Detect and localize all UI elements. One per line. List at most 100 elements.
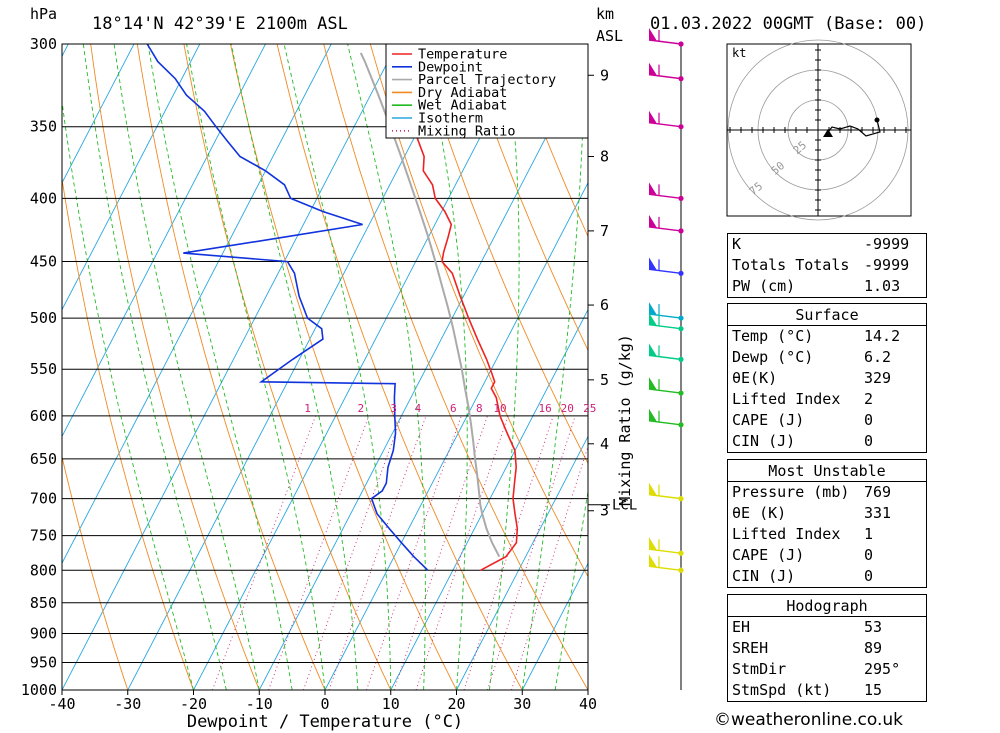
most-unstable-table: Most Unstable Pressure (mb) 769 θE (K) 331 L… <box>727 459 927 588</box>
index-label: Pressure (mb) <box>732 483 850 501</box>
index-label: CAPE (J) <box>732 411 805 429</box>
barb-shaft <box>648 324 682 330</box>
index-row: StmDir 295° <box>728 659 927 680</box>
mixing-ratio-label: 16 <box>539 402 552 415</box>
index-label: Totals Totals <box>732 256 850 274</box>
temperature-tick-label: -10 <box>246 695 273 713</box>
km-tick-label: 6 <box>600 296 609 314</box>
pressure-tick-label: 850 <box>30 594 57 612</box>
barb-flag <box>649 408 657 422</box>
index-label: θE (K) <box>732 504 787 522</box>
pressure-tick-label: 600 <box>30 407 57 425</box>
hodograph-end-dot <box>874 117 880 123</box>
dry-adiabat-line <box>323 44 588 690</box>
index-value: 0 <box>864 432 874 450</box>
index-label: EH <box>732 618 751 636</box>
barb-shaft <box>648 420 682 426</box>
legend-entry: Dry Adiabat <box>418 85 507 101</box>
series-dewpoint <box>146 44 429 571</box>
wet-adiabat-line <box>587 687 588 690</box>
isotherm-line <box>324 181 588 690</box>
barb-dot <box>678 326 684 332</box>
dry-adiabat-line <box>62 176 194 690</box>
km-tick-label: 5 <box>600 371 609 389</box>
isotherm-line <box>0 44 3 690</box>
isotherm-line <box>127 44 464 690</box>
barb-shaft <box>648 493 682 500</box>
wind-barb <box>648 257 684 276</box>
pressure-tick-label: 950 <box>30 653 57 671</box>
isotherm-line <box>62 44 201 311</box>
barb-dot <box>678 124 684 130</box>
barb-flag <box>649 214 657 228</box>
sounding-series <box>146 44 519 572</box>
legend-entry: Isotherm <box>418 111 483 127</box>
index-label: CIN (J) <box>732 432 796 450</box>
barb-shaft <box>648 313 682 319</box>
index-value: 2 <box>864 390 874 408</box>
index-row: Totals Totals -9999 <box>728 255 927 276</box>
location-title: 18°14'N 42°39'E 2100m ASL <box>92 14 348 34</box>
index-label: θE(K) <box>732 369 778 387</box>
pressure-tick-label: 650 <box>30 450 57 468</box>
barb-flag <box>649 28 657 41</box>
barb-dot <box>678 195 684 201</box>
index-row: Lifted Index 2 <box>728 389 927 410</box>
mixing-ratio-label: 6 <box>450 402 457 415</box>
index-row: θE(K) 329 <box>728 368 927 389</box>
pressure-tick-label: 400 <box>30 189 57 207</box>
index-label: K <box>732 235 742 253</box>
barb-shaft <box>648 39 682 45</box>
index-row: CIN (J) 0 <box>728 431 927 453</box>
index-row: PW (cm) 1.03 <box>728 276 927 298</box>
isotherm-line <box>193 44 529 690</box>
pressure-tick-label: 1000 <box>21 681 57 699</box>
km-tick-label: 8 <box>600 148 609 166</box>
km-tick-label: 4 <box>600 435 609 453</box>
series-parcel-trajectory <box>359 52 501 558</box>
index-label: StmDir <box>732 660 787 678</box>
legend-entry: Dewpoint <box>418 59 483 75</box>
mixing-ratio-labels: 1 2 3 4 6 8 10 16 20 25 <box>304 402 596 415</box>
barb-shaft <box>648 548 682 554</box>
wind-barb <box>648 62 684 82</box>
most-unstable-title: Most Unstable <box>727 459 927 482</box>
pressure-tick-label: 500 <box>30 309 57 327</box>
km-unit: km <box>596 5 614 23</box>
index-label: PW (cm) <box>732 277 796 295</box>
index-value: 89 <box>864 639 883 657</box>
mixing-ratio-line <box>511 445 588 690</box>
asl-unit: ASL <box>596 27 623 45</box>
dry-adiabat-line <box>90 44 260 690</box>
pressure-tick-label: 350 <box>30 118 57 136</box>
dry-adiabat-line <box>976 44 1000 690</box>
copyright[interactable]: ©weatheronline.co.uk <box>714 710 904 730</box>
mixing-ratio-line <box>415 415 509 690</box>
index-row: CAPE (J) 0 <box>728 410 927 431</box>
barb-flag <box>649 257 657 271</box>
barb-dot <box>678 567 684 573</box>
plot-frame <box>61 43 589 691</box>
legend-entry: Wet Adiabat <box>418 98 507 114</box>
index-label: SREH <box>732 639 769 657</box>
legend-entry: Temperature <box>418 47 507 63</box>
temperature-tick-label: -20 <box>180 695 207 713</box>
index-value: -9999 <box>864 235 910 253</box>
index-row: θE (K) 331 <box>728 503 927 524</box>
barb-flag <box>649 312 657 326</box>
mixing-ratio-line <box>393 415 488 690</box>
index-row: EH 53 <box>728 617 927 639</box>
wet-adiabat-line <box>186 44 326 690</box>
mixing-ratio-line <box>211 415 317 690</box>
index-row: CAPE (J) 0 <box>728 545 927 566</box>
temperature-tick-label: 0 <box>320 695 329 713</box>
temperature-tick-label: 20 <box>447 695 465 713</box>
mixing-ratio-label: 2 <box>357 402 364 415</box>
mixing-ratio-label: 8 <box>476 402 483 415</box>
wind-barbs <box>648 28 684 690</box>
barb-flag <box>649 377 657 391</box>
index-value: 15 <box>864 681 883 699</box>
barb-shaft <box>648 268 682 275</box>
index-row: K -9999 <box>728 234 927 256</box>
